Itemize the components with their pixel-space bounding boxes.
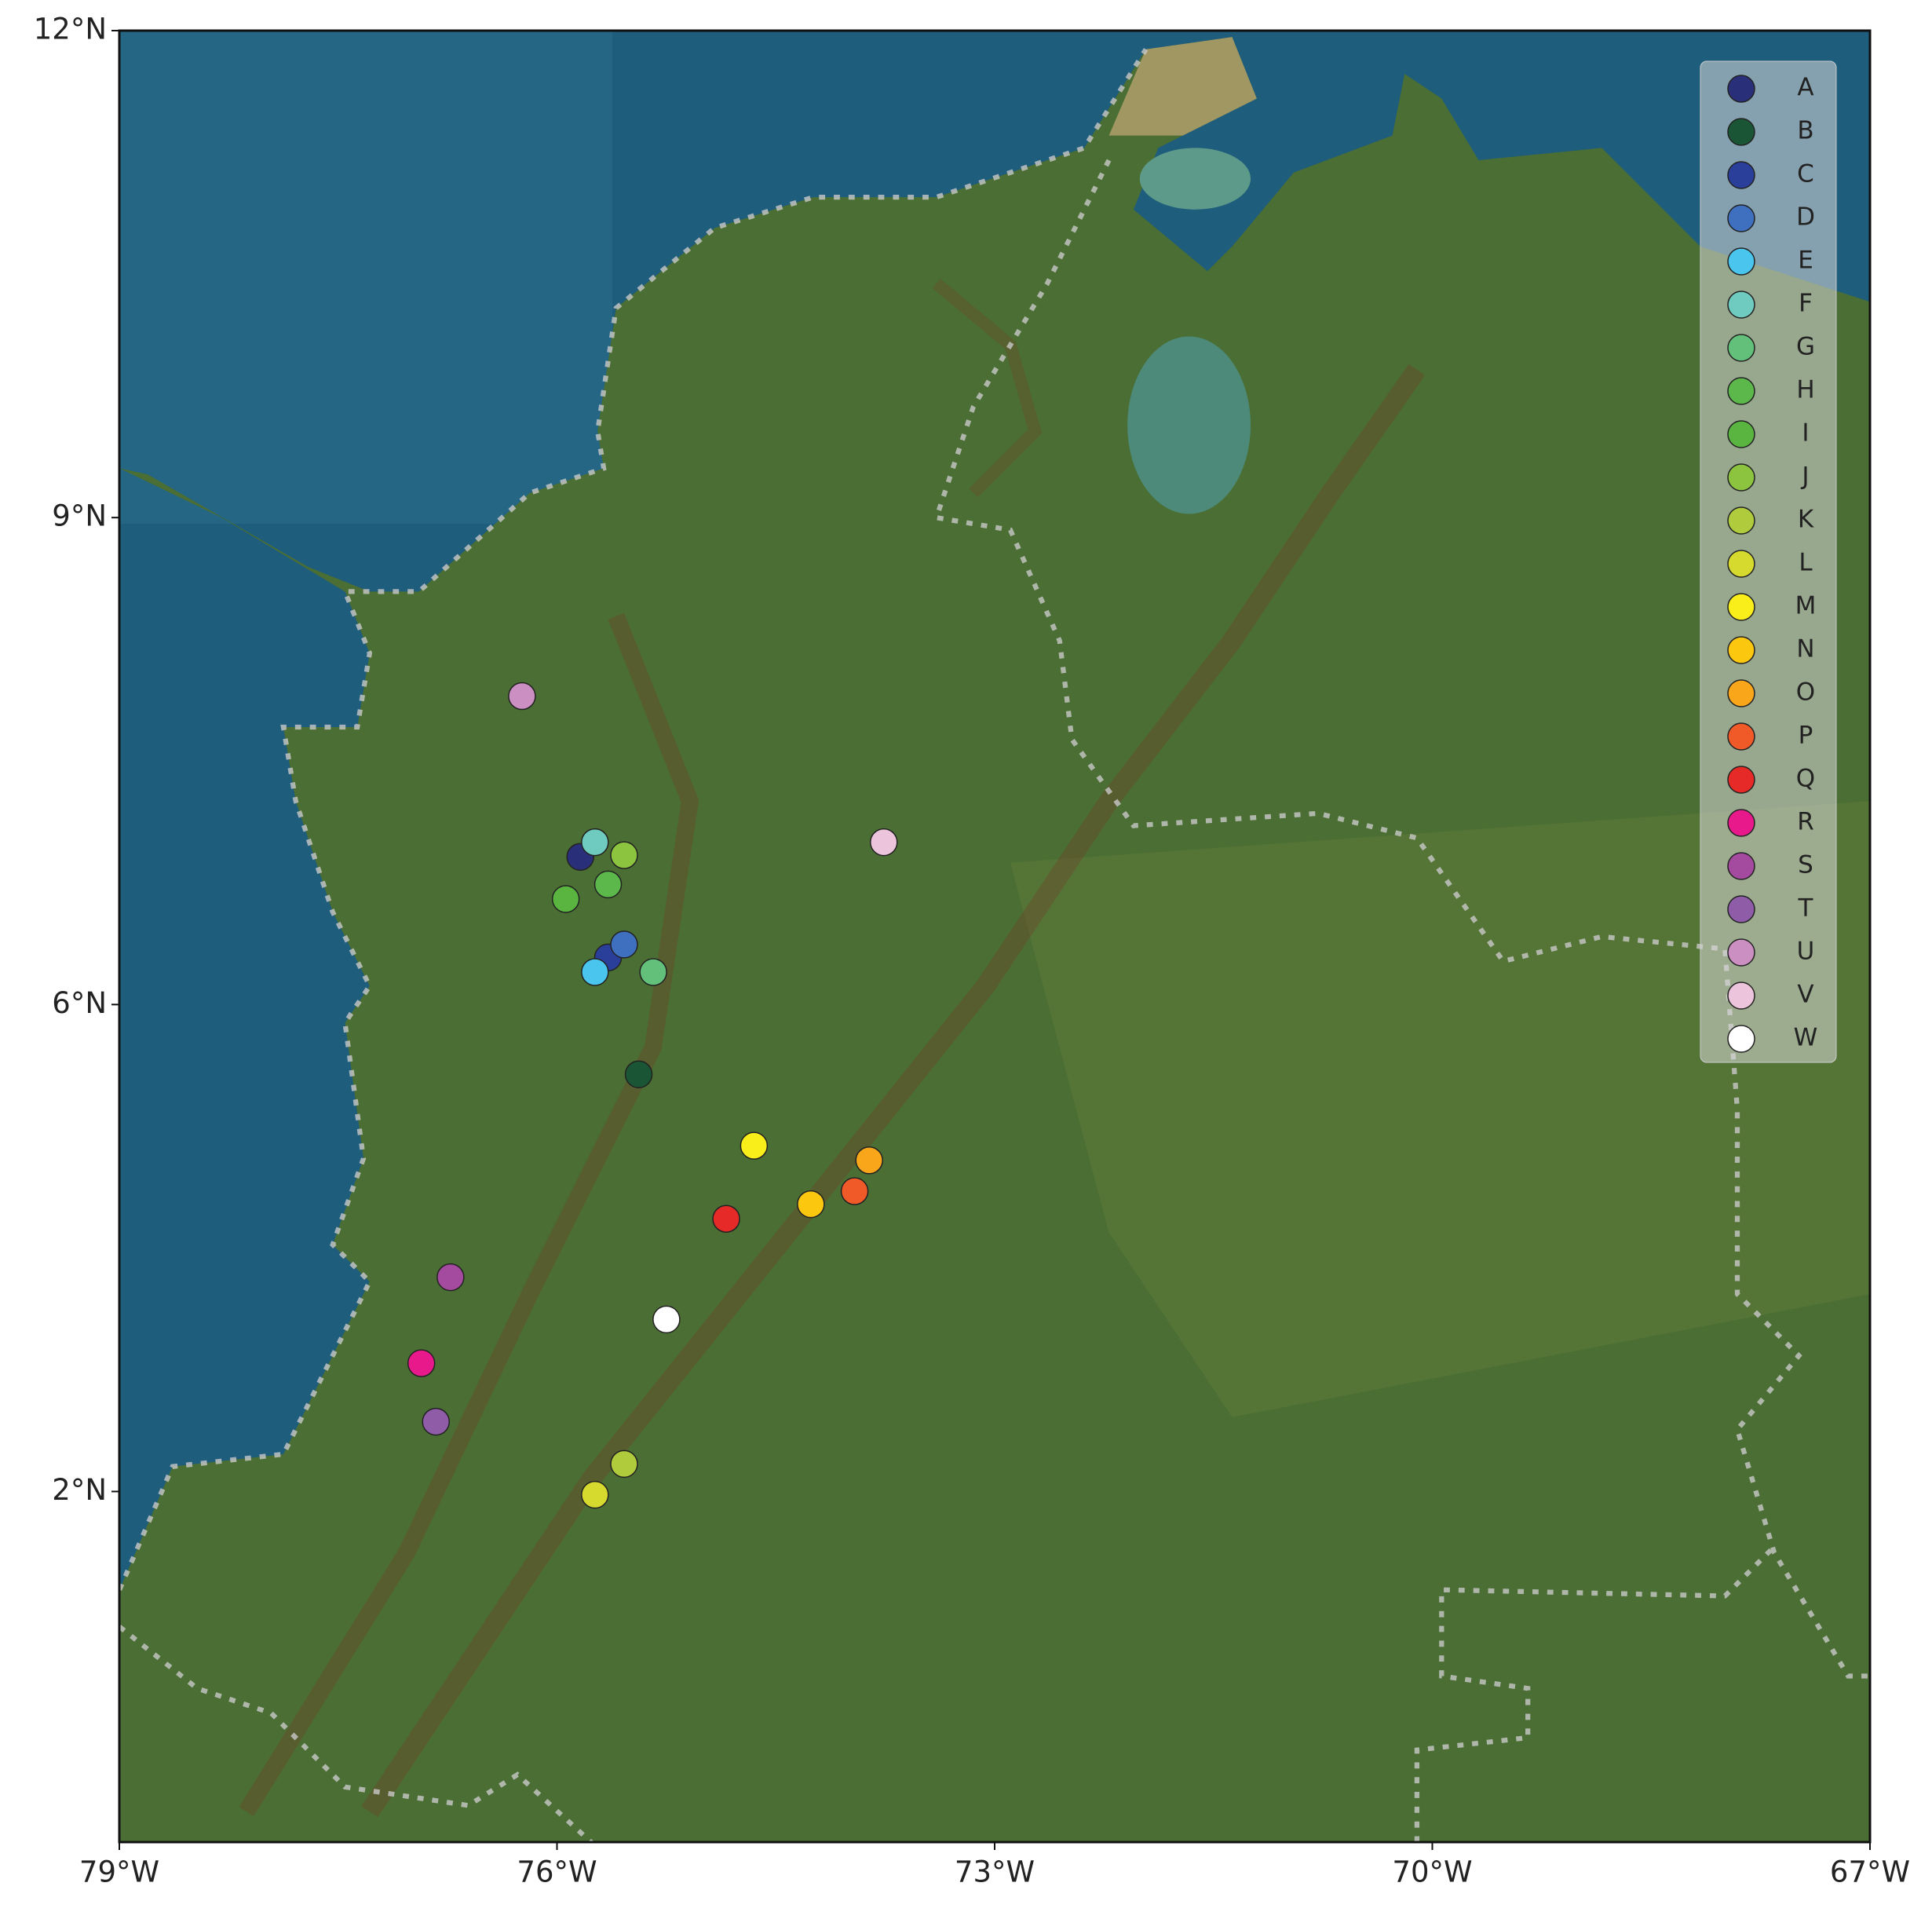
x-tick-label: 67°W [1830,1855,1910,1889]
legend-label: B [1797,117,1813,145]
point [610,930,638,959]
legend-label: D [1796,203,1815,232]
y-tick-label: 9°N [52,499,107,533]
x-tick-label: 76°W [517,1855,597,1889]
legend-marker [1727,506,1755,535]
point [797,1190,825,1219]
point [740,1131,769,1160]
point [639,958,667,986]
point [436,1263,465,1292]
point [551,885,580,913]
point [610,841,638,869]
point [624,1060,653,1088]
legend-marker [1727,550,1755,578]
legend-label: U [1797,938,1815,966]
legend-marker [1727,75,1755,103]
point [712,1205,740,1233]
legend-marker [1727,420,1755,448]
legend-marker [1727,809,1755,837]
legend-marker [1727,982,1755,1010]
legend-marker [1727,1025,1755,1053]
legend-marker [1727,593,1755,621]
legend-label: J [1800,462,1809,491]
point [407,1349,436,1377]
legend-marker [1727,334,1755,362]
point [581,958,609,986]
legend-label: T [1798,894,1814,923]
x-tick-label: 73°W [955,1855,1035,1889]
legend-marker [1727,463,1755,492]
point [581,828,609,857]
legend [1700,60,1837,1063]
legend-marker [1727,679,1755,707]
legend-label: L [1799,549,1813,577]
point [855,1146,883,1175]
legend-label: F [1799,290,1813,318]
legend-label: H [1796,376,1814,404]
legend-marker [1727,291,1755,319]
legend-marker [1727,766,1755,794]
legend-label: I [1802,419,1809,448]
legend-label: G [1796,333,1815,361]
legend-marker [1727,636,1755,664]
point [422,1407,451,1436]
legend-label: N [1796,635,1814,664]
legend-label: C [1797,160,1814,188]
legend-marker [1727,161,1755,189]
x-tick-label: 70°W [1392,1855,1472,1889]
legend-marker [1727,895,1755,923]
point [581,1480,609,1509]
legend-marker [1727,204,1755,232]
y-tick-label: 6°N [52,986,107,1020]
legend-label: E [1798,247,1813,275]
point [652,1305,681,1334]
y-tick-label: 2°N [52,1473,107,1507]
legend-label: R [1797,808,1814,836]
point [610,1450,638,1479]
legend-marker [1727,247,1755,276]
x-tick-label: 79°W [79,1855,159,1889]
legend-label: M [1795,592,1817,620]
point [593,870,623,899]
point [840,1177,869,1205]
legend-marker [1727,852,1755,880]
legend-label: W [1794,1024,1818,1052]
legend-marker [1727,377,1755,405]
legend-label: S [1798,851,1813,879]
legend-marker [1727,118,1755,146]
legend-label: V [1797,981,1813,1009]
basemap [119,31,1870,1842]
point [508,682,536,711]
legend-label: K [1798,506,1814,534]
point [870,828,898,857]
legend-marker [1727,938,1755,967]
legend-label: A [1797,74,1813,102]
legend-label: O [1796,678,1815,707]
legend-label: Q [1796,765,1815,793]
legend-label: P [1799,722,1813,750]
y-tick-label: 12°N [34,13,107,46]
legend-marker [1727,722,1755,751]
